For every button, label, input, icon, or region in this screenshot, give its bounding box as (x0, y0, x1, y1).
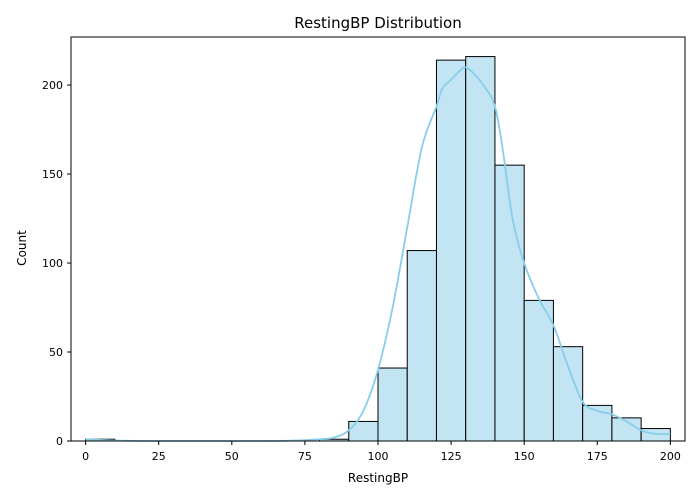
x-tick-label: 150 (514, 450, 535, 463)
histogram-bar-10 (348, 420, 379, 442)
x-tick-label: 0 (82, 450, 89, 463)
bars-layer (85, 56, 671, 442)
y-tick-label: 150 (42, 168, 63, 181)
x-axis-ticks: 0 25 50 75 100 125 150 175 200 (82, 441, 681, 463)
x-tick-label: 25 (152, 450, 166, 463)
histogram-bar-14 (465, 56, 496, 442)
histogram-bar-15 (494, 164, 525, 442)
x-tick-label: 175 (587, 450, 608, 463)
y-axis-ticks: 0 50 100 150 200 (42, 79, 71, 448)
chart-title: RestingBP Distribution (294, 14, 461, 32)
x-tick-label: 125 (441, 450, 462, 463)
kde-curve (85, 66, 671, 442)
x-tick-label: 50 (225, 450, 239, 463)
y-tick-label: 200 (42, 79, 63, 92)
y-tick-label: 50 (49, 346, 63, 359)
histogram-bar-13 (435, 59, 467, 442)
y-tick-label: 0 (56, 435, 63, 448)
histogram-bar-16 (523, 299, 554, 442)
x-tick-label: 200 (660, 450, 681, 463)
histogram-bar-11 (377, 367, 408, 442)
y-tick-label: 100 (42, 257, 63, 270)
x-tick-label: 75 (298, 450, 312, 463)
y-axis-label: Count (15, 230, 29, 266)
x-axis-label: RestingBP (348, 471, 408, 485)
x-tick-label: 100 (368, 450, 389, 463)
histogram-bar-12 (406, 250, 437, 442)
